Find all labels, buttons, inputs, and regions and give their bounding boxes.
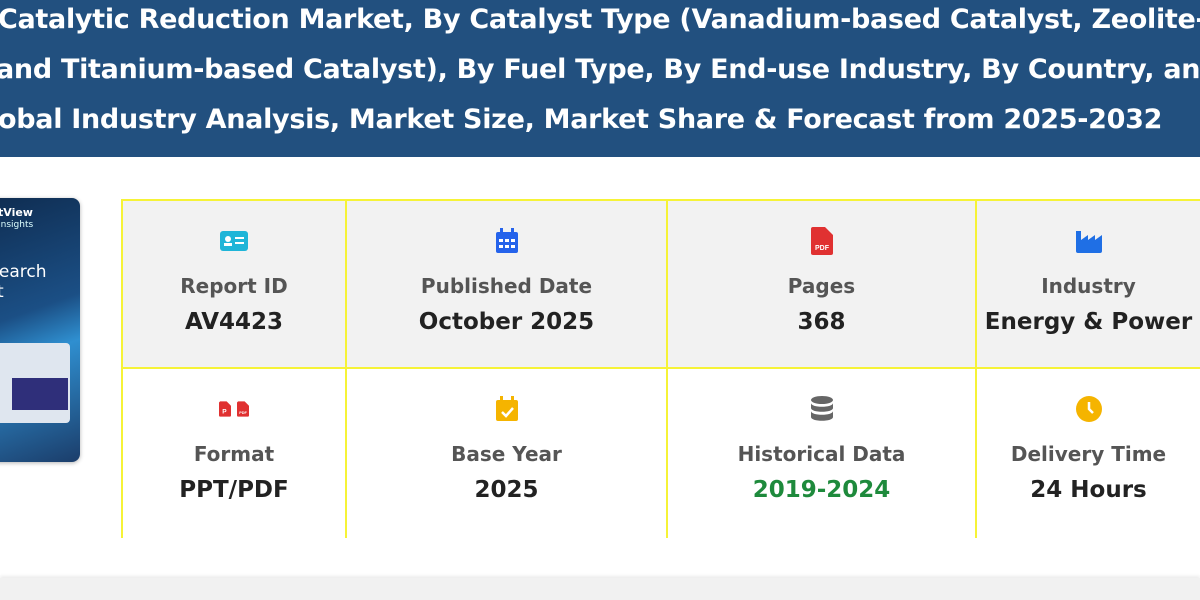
pdf-file-icon: PDF [807, 227, 837, 255]
database-icon [807, 395, 837, 423]
detail-base-year: Base Year 2025 [347, 369, 668, 538]
detail-value: Energy & Power [984, 309, 1193, 335]
detail-label: Format [193, 442, 275, 466]
cover-brand-sub: Insights [0, 220, 34, 230]
detail-value: 2025 [474, 477, 539, 503]
title-line-1: Catalytic Reduction Market, By Catalyst … [0, 4, 1200, 35]
chart-panel-illustration [12, 378, 68, 410]
detail-label: Industry [1041, 274, 1136, 298]
bottom-section [0, 578, 1200, 600]
svg-text:P: P [222, 408, 227, 415]
detail-pages: PDF Pages 368 [668, 201, 977, 369]
title-line-3: obal Industry Analysis, Market Size, Mar… [0, 104, 1163, 135]
detail-label: Historical Data [737, 442, 906, 466]
detail-value: 24 Hours [1030, 477, 1147, 503]
page-header: Catalytic Reduction Market, By Catalyst … [0, 0, 1200, 157]
detail-delivery-time: Delivery Time 24 Hours [977, 369, 1200, 538]
detail-value: 368 [797, 309, 846, 335]
svg-text:PDF: PDF [815, 245, 830, 252]
clock-icon [1074, 395, 1104, 423]
detail-historical-data: Historical Data 2019-2024 [668, 369, 977, 538]
cover-brand: tView [0, 206, 33, 219]
detail-label: Pages [787, 274, 856, 298]
industry-icon [1074, 227, 1104, 255]
detail-published-date: Published Date October 2025 [347, 201, 668, 369]
detail-value: 2019-2024 [752, 477, 891, 503]
detail-label: Delivery Time [1010, 442, 1167, 466]
report-details-grid: Report ID AV4423 Published Date October … [121, 199, 1200, 538]
detail-label: Report ID [180, 274, 288, 298]
detail-value: AV4423 [184, 309, 284, 335]
svg-text:PDF: PDF [239, 411, 247, 415]
id-card-icon [219, 227, 249, 255]
calendar-icon [492, 227, 522, 255]
detail-format: P PDF Format PPT/PDF [123, 369, 347, 538]
detail-value: PPT/PDF [179, 477, 289, 503]
ppt-pdf-icon: P PDF [219, 395, 249, 423]
calendar-check-icon [492, 395, 522, 423]
title-line-2: and Titanium-based Catalyst), By Fuel Ty… [0, 54, 1200, 85]
detail-value: October 2025 [418, 309, 595, 335]
detail-label: Published Date [420, 274, 593, 298]
detail-label: Base Year [451, 442, 562, 466]
detail-report-id: Report ID AV4423 [123, 201, 347, 369]
detail-industry: Industry Energy & Power [977, 201, 1200, 369]
